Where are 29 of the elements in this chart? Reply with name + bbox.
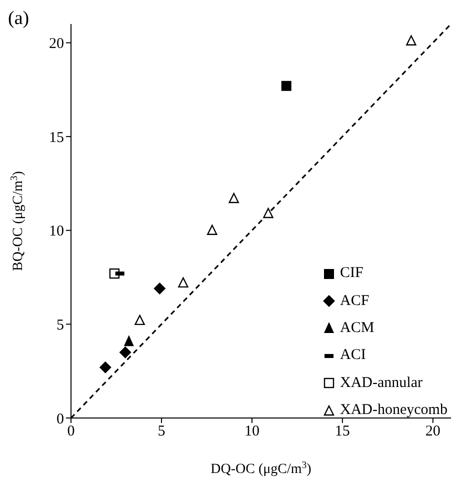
- x-tick-label: 20: [425, 424, 440, 440]
- legend-label: XAD-honeycomb: [340, 402, 448, 420]
- point: [119, 346, 132, 358]
- x-tick-label: 0: [67, 424, 75, 440]
- point: [263, 208, 274, 218]
- legend-label: ACM: [340, 320, 374, 337]
- y-tick-label: 5: [56, 318, 64, 334]
- y-tick-label: 20: [49, 36, 64, 52]
- y-tick-label: 0: [56, 411, 64, 428]
- legend-label: CIF: [340, 265, 364, 282]
- point: [406, 35, 416, 46]
- point: [154, 282, 166, 295]
- point: [228, 192, 239, 204]
- point: [124, 335, 134, 346]
- chart-title: (a): [8, 8, 30, 30]
- y-tick-label: 15: [49, 130, 64, 146]
- point: [281, 80, 292, 91]
- x-tick-label: 15: [334, 424, 350, 440]
- legend-label: ACF: [340, 292, 370, 310]
- legend-label: ACI: [340, 347, 366, 364]
- point: [99, 361, 112, 374]
- x-tick-label: 5: [158, 424, 166, 440]
- x-axis-title: DQ-OC (μgC/m$^{3}$): [210, 460, 312, 477]
- point: [134, 314, 145, 326]
- point: [207, 224, 218, 235]
- point: [178, 277, 188, 288]
- x-tick-label: 10: [244, 424, 260, 440]
- legend-label: XAD-annular: [340, 374, 422, 392]
- y-tick-label: 10: [49, 224, 64, 240]
